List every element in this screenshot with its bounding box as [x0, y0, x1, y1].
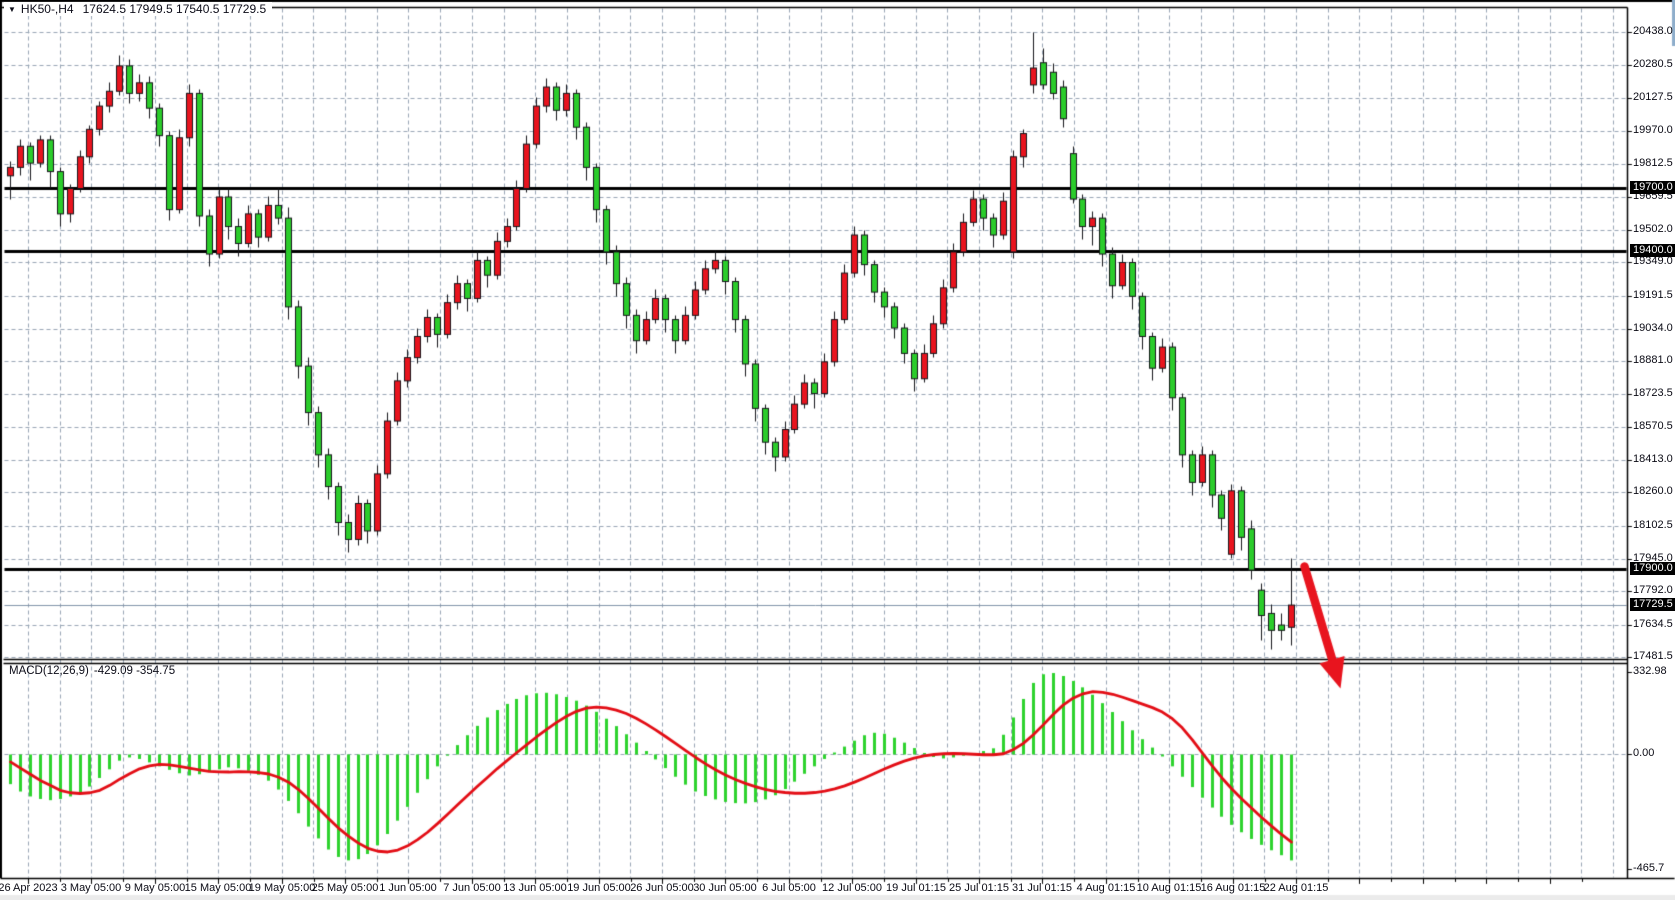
time-axis-label: 30 Jun 05:00 [693, 882, 757, 894]
price-axis-label: 19191.5 [1633, 289, 1673, 301]
price-axis-label: 20438.0 [1633, 25, 1673, 37]
price-axis-label: 17481.5 [1633, 650, 1673, 662]
macd-values: -429.09 -354.75 [93, 665, 176, 677]
price-axis-label: 19034.0 [1633, 322, 1673, 334]
macd-name: MACD(12,26,9) [9, 665, 89, 677]
macd-axis-label: 332.98 [1633, 665, 1667, 677]
time-axis-label: 12 Jul 05:00 [822, 882, 882, 894]
price-axis-label: 17945.0 [1633, 552, 1673, 564]
time-axis-label: 19 Jul 01:15 [886, 882, 946, 894]
price-axis-label: 20280.5 [1633, 58, 1673, 70]
time-axis-label: 4 Aug 01:15 [1076, 882, 1136, 894]
symbol-info-bar: ▼ HK50-,H4 17624.5 17949.5 17540.5 17729.5 [4, 2, 273, 16]
macd-axis-label: 0.00 [1633, 747, 1655, 759]
price-axis-label: 18102.5 [1633, 519, 1673, 531]
price-axis-label: 20127.5 [1633, 91, 1673, 103]
time-axis-label: 7 Jun 05:00 [443, 882, 501, 894]
price-axis-highlight-label: 17729.5 [1630, 598, 1675, 611]
price-axis-label: 17792.0 [1633, 584, 1673, 596]
price-axis-highlight-label: 19400.0 [1630, 244, 1675, 257]
price-axis-label: 19502.0 [1633, 223, 1673, 235]
time-axis-label: 10 Aug 01:15 [1136, 882, 1202, 894]
price-axis-label: 18570.5 [1633, 420, 1673, 432]
time-axis-label: 3 May 05:00 [60, 882, 122, 894]
time-axis-label: 16 Aug 01:15 [1200, 882, 1266, 894]
time-axis-label: 26 Jun 05:00 [630, 882, 694, 894]
price-axis-label: 19349.0 [1633, 255, 1673, 267]
time-axis-label: 19 Jun 05:00 [567, 882, 631, 894]
time-axis-label: 26 Apr 2023 [0, 882, 58, 894]
time-axis-label: 25 May 05:00 [311, 882, 379, 894]
symbol-dropdown-icon[interactable]: ▼ [8, 5, 16, 14]
time-axis-label: 9 May 05:00 [124, 882, 186, 894]
price-axis-label: 19970.0 [1633, 124, 1673, 136]
time-axis-label: 13 Jun 05:00 [503, 882, 567, 894]
time-axis-label: 6 Jul 05:00 [762, 882, 816, 894]
time-axis-label: 15 May 05:00 [184, 882, 252, 894]
time-axis-label: 19 May 05:00 [248, 882, 316, 894]
price-axis-label: 19812.5 [1633, 157, 1673, 169]
price-axis-label: 18723.5 [1633, 387, 1673, 399]
price-axis-label: 18881.0 [1633, 354, 1673, 366]
ohlc-values: 17624.5 17949.5 17540.5 17729.5 [82, 2, 267, 16]
price-axis-label: 18413.0 [1633, 453, 1673, 465]
price-axis-highlight-label: 19700.0 [1630, 181, 1675, 194]
price-axis-highlight-label: 17900.0 [1630, 562, 1675, 575]
price-axis-label: 18260.0 [1633, 485, 1673, 497]
price-axis-label: 17634.5 [1633, 618, 1673, 630]
time-axis-label: 1 Jun 05:00 [379, 882, 437, 894]
time-axis-label: 31 Jul 01:15 [1012, 882, 1072, 894]
macd-indicator-label: MACD(12,26,9) -429.09 -354.75 [9, 665, 175, 677]
macd-axis-label: -465.7 [1633, 862, 1665, 874]
symbol-timeframe-label: HK50-,H4 [20, 2, 74, 16]
time-axis-label: 22 Aug 01:15 [1263, 882, 1329, 894]
time-axis-label: 25 Jul 01:15 [949, 882, 1009, 894]
